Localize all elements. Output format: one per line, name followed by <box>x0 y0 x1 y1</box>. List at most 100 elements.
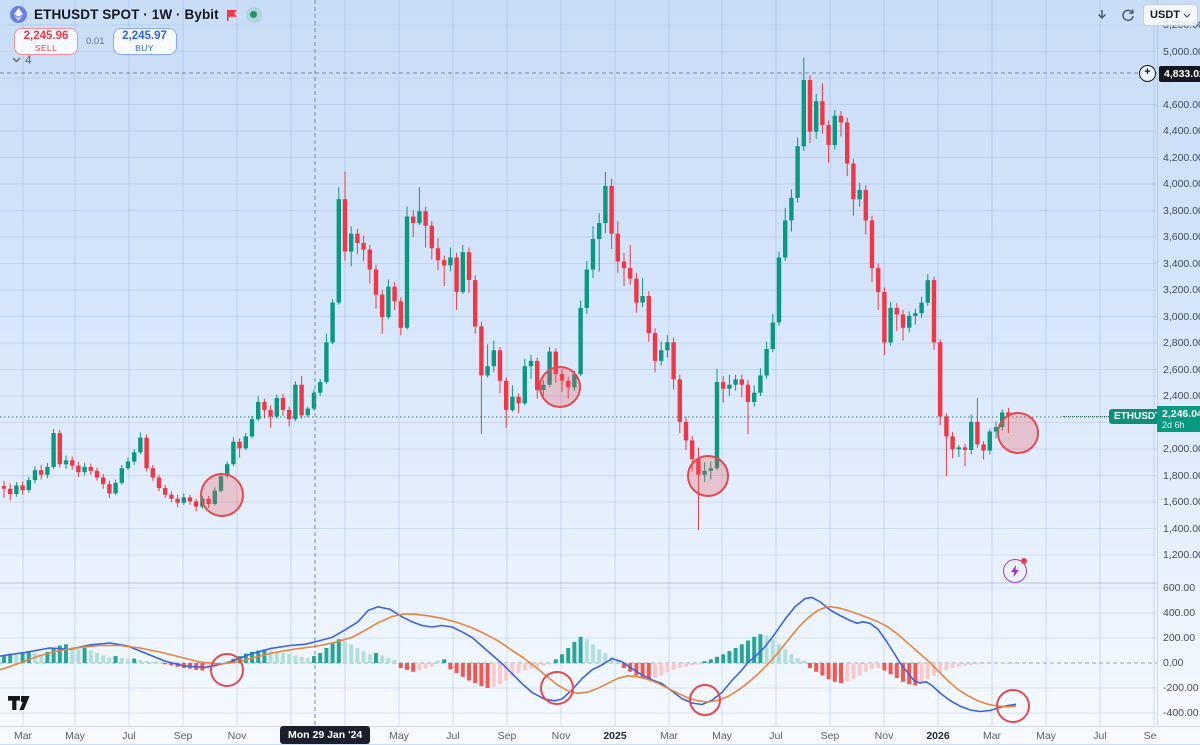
annotation-ring <box>689 684 721 716</box>
macd-hist-bar <box>777 644 781 664</box>
candle-body <box>597 223 602 239</box>
candle-body <box>659 350 664 361</box>
candle-body <box>510 396 515 410</box>
candle-body <box>578 307 583 375</box>
candle-body <box>466 252 472 280</box>
annotation-ring <box>210 653 244 687</box>
macd-hist-bar <box>659 663 664 676</box>
macd-hist-bar <box>82 648 87 663</box>
candle-body <box>32 470 38 481</box>
macd-hist-bar <box>262 649 267 664</box>
candle-body <box>857 190 862 200</box>
macd-hist-bar <box>535 663 540 667</box>
macd-hist-bar <box>330 643 335 663</box>
candle-body <box>528 360 534 367</box>
macd-hist-bar <box>522 663 527 671</box>
macd-hist-bar <box>894 663 899 678</box>
price-axis-label: 4,400.00 <box>1163 125 1200 137</box>
time-axis-label: 2025 <box>603 730 627 742</box>
macd-hist-bar <box>832 663 837 682</box>
candle-body <box>268 409 273 417</box>
candle-body <box>553 351 558 375</box>
candle-body <box>615 233 620 262</box>
candle-body <box>417 211 422 224</box>
chart-canvas[interactable] <box>0 0 1157 726</box>
candle-body <box>287 409 292 420</box>
candle-body <box>8 488 13 495</box>
candle-body <box>380 294 385 318</box>
candle-body <box>125 461 131 469</box>
candle-body <box>26 480 31 490</box>
candle-body <box>398 301 403 328</box>
candle-body <box>460 252 465 292</box>
candle-body <box>119 468 124 483</box>
macd-hist-bar <box>981 663 986 664</box>
refresh-icon[interactable] <box>1117 5 1139 25</box>
candle-body <box>783 220 788 258</box>
candle-body <box>634 278 639 303</box>
candle-body <box>677 379 682 422</box>
macd-hist-bar <box>553 659 558 664</box>
time-axis-label: Mar <box>13 730 33 742</box>
candle-body <box>1 486 7 489</box>
macd-hist-bar <box>305 658 310 663</box>
candle-body <box>962 447 968 450</box>
candle-body <box>590 239 596 270</box>
download-icon[interactable] <box>1091 5 1113 25</box>
macd-hist-bar <box>963 663 967 666</box>
time-axis-label: Jul <box>1093 730 1107 742</box>
macd-axis-label: -200.00 <box>1163 682 1199 694</box>
macd-hist-bar <box>436 660 440 663</box>
candle-body <box>913 313 918 316</box>
add-alert-icon[interactable]: + <box>1139 65 1156 82</box>
tradingview-logo-icon[interactable] <box>8 696 30 716</box>
price-axis-label: 1,400.00 <box>1163 522 1200 535</box>
macd-hist-bar <box>839 663 843 683</box>
market-status-icon[interactable] <box>245 6 262 23</box>
macd-hist-bar <box>578 636 583 664</box>
macd-hist-bar <box>76 649 81 664</box>
candle-body <box>485 366 490 376</box>
macd-hist-bar <box>132 658 137 663</box>
macd-hist-bar <box>863 663 868 672</box>
symbol-badge: ETHUSDT <box>1109 409 1167 424</box>
sell-button[interactable]: 2,245.96 SELL <box>14 28 78 55</box>
candle-body <box>138 437 143 453</box>
buy-price: 2,245.97 <box>122 30 167 42</box>
candle-body <box>206 498 211 504</box>
flag-icon[interactable] <box>226 9 239 21</box>
time-axis[interactable]: Mar May Jul Sep Nov May Jul Sep Nov 2025 Mar May Jul… <box>0 726 1200 745</box>
candle-body <box>181 497 186 503</box>
currency-select[interactable]: USDT <box>1143 4 1198 26</box>
macd-hist-bar <box>504 663 509 681</box>
macd-hist-bar <box>696 663 701 665</box>
macd-hist-bar <box>640 663 645 678</box>
candle-body <box>113 482 118 494</box>
price-axis[interactable]: 5,200.005,000.004,800.004,600.004,400.00… <box>1157 0 1200 726</box>
indicators-toggle[interactable]: 4 <box>12 53 32 67</box>
macd-hist-bar <box>560 654 564 664</box>
candle-body <box>665 342 670 351</box>
macd-hist-bar <box>454 663 459 673</box>
macd-hist-bar <box>274 651 279 664</box>
price-axis-label: 3,200.00 <box>1163 284 1200 296</box>
candle-body <box>262 402 267 410</box>
macd-hist-bar <box>653 663 657 678</box>
eth-logo-icon <box>10 6 27 23</box>
candle-body <box>931 280 937 343</box>
macd-hist-bar <box>225 661 230 663</box>
annotation-circle <box>687 455 729 497</box>
macd-hist-bar <box>39 654 44 664</box>
lightning-icon[interactable] <box>1003 558 1027 583</box>
macd-hist-bar <box>467 663 471 681</box>
candle-body <box>950 436 955 450</box>
candle-body <box>733 379 738 385</box>
price-axis-label: 3,800.00 <box>1163 204 1200 217</box>
buy-button[interactable]: 2,245.97 BUY <box>112 28 177 55</box>
candle-body <box>621 261 627 269</box>
symbol-title[interactable]: ETHUSDT SPOT · 1W · Bybit <box>34 7 219 22</box>
macd-hist-bar <box>609 656 614 664</box>
macd-hist-bar <box>380 655 385 663</box>
candle-body <box>894 307 899 315</box>
candle-body <box>547 351 552 385</box>
